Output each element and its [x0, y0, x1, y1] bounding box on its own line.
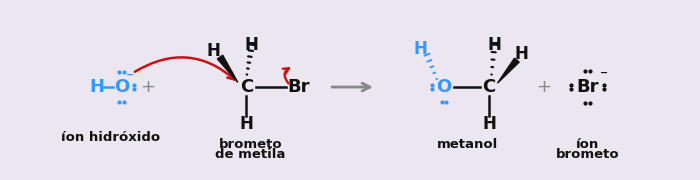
Text: +: +: [536, 78, 551, 96]
Text: H: H: [90, 78, 104, 96]
Text: O: O: [114, 78, 130, 96]
Text: −: −: [601, 68, 608, 78]
Text: H: H: [414, 40, 428, 58]
Text: O: O: [436, 78, 452, 96]
Text: brometo: brometo: [556, 148, 620, 161]
Text: H: H: [487, 36, 501, 54]
Text: H: H: [245, 36, 259, 54]
Text: metanol: metanol: [437, 138, 498, 151]
Text: íon: íon: [575, 138, 599, 151]
Text: H: H: [514, 45, 528, 63]
Text: brometo: brometo: [218, 138, 282, 151]
Text: +: +: [141, 78, 155, 96]
Text: H: H: [482, 115, 496, 133]
Polygon shape: [498, 58, 519, 83]
Text: H: H: [239, 115, 253, 133]
Text: H: H: [207, 42, 220, 60]
Polygon shape: [218, 55, 238, 82]
Text: C: C: [482, 78, 496, 96]
Text: de metila: de metila: [215, 148, 286, 161]
Text: Br: Br: [287, 78, 309, 96]
Text: íon hidróxido: íon hidróxido: [61, 131, 160, 144]
Text: Br: Br: [576, 78, 598, 96]
Text: C: C: [239, 78, 253, 96]
Text: −: −: [127, 70, 134, 80]
